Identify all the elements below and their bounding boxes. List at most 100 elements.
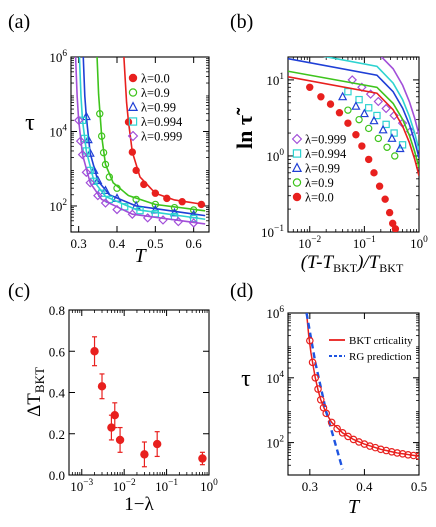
data-point bbox=[415, 452, 419, 461]
data-point bbox=[151, 189, 160, 197]
data-point bbox=[409, 451, 418, 460]
tick-base: 10 bbox=[113, 479, 126, 494]
series-group-d bbox=[305, 313, 419, 470]
series-group-a bbox=[73, 57, 206, 228]
data-point bbox=[105, 173, 114, 181]
tick-base: 10 bbox=[266, 306, 279, 321]
tick-base: 10 bbox=[49, 50, 62, 65]
data-point bbox=[308, 358, 317, 367]
data-point bbox=[338, 429, 347, 437]
legend-marker bbox=[127, 130, 139, 142]
legend-marker bbox=[128, 88, 138, 97]
fit-line bbox=[322, 57, 419, 151]
data-point bbox=[188, 218, 199, 228]
legend-label: λ=0.0 bbox=[305, 191, 334, 205]
data-point bbox=[136, 206, 144, 215]
panel-a: (a) 0.3 0.4 0.5 0.6102104106Tτλ=0.0λ=0.9λ=0… bbox=[8, 11, 210, 267]
data-point bbox=[322, 409, 331, 418]
y-tick-label: 102 bbox=[49, 198, 67, 214]
legend-label: λ=0.9 bbox=[141, 86, 170, 100]
legend-label: BKT crticality bbox=[349, 335, 413, 347]
y-axis-label-subscript: BKT bbox=[32, 367, 47, 393]
y-axis-label: ln τ̃ bbox=[232, 107, 257, 149]
data-point bbox=[317, 93, 325, 101]
data-point bbox=[189, 206, 198, 214]
data-point bbox=[381, 195, 389, 203]
data-point bbox=[378, 124, 388, 134]
data-point bbox=[314, 385, 322, 393]
x-axis-label: T bbox=[348, 496, 361, 518]
plot-frame bbox=[287, 56, 420, 233]
legend-marker bbox=[291, 162, 303, 172]
data-point bbox=[390, 129, 398, 137]
legend-label: λ=0.99 bbox=[305, 162, 340, 176]
x-tick-label: 0.6 bbox=[186, 236, 203, 251]
y-tick-label: 104 bbox=[49, 123, 67, 139]
y-tick-label: 0.4 bbox=[49, 386, 66, 401]
fit-line bbox=[78, 57, 206, 221]
x-axis-label-part: )/T bbox=[356, 252, 381, 273]
panel-d-label: (d) bbox=[230, 280, 253, 302]
data-point bbox=[370, 169, 378, 177]
data-point bbox=[347, 75, 357, 85]
x-tick-label: 10−2 bbox=[298, 235, 321, 251]
legend-label: λ=0.999 bbox=[305, 133, 346, 147]
y-tick-label: 102 bbox=[266, 435, 284, 451]
fit-line bbox=[288, 57, 419, 158]
tick-exponent: −1 bbox=[168, 478, 178, 488]
data-point bbox=[366, 442, 374, 450]
x-axis-label-subscript: BKT bbox=[379, 261, 404, 275]
legend-marker bbox=[291, 133, 303, 145]
data-point bbox=[140, 450, 149, 459]
data-point bbox=[163, 194, 171, 203]
y-tick-label: 101 bbox=[266, 72, 284, 88]
data-point bbox=[132, 166, 140, 175]
legend-marker bbox=[292, 192, 302, 202]
tick-exponent: 4 bbox=[62, 123, 67, 133]
series-group-b bbox=[288, 57, 419, 232]
data-point bbox=[158, 215, 168, 225]
y-tick-label: 100 bbox=[266, 148, 284, 164]
fit-line bbox=[288, 75, 419, 176]
data-point bbox=[344, 87, 352, 96]
data-point bbox=[376, 445, 385, 454]
series-4 bbox=[288, 70, 419, 168]
tick-base: 10 bbox=[200, 479, 213, 494]
x-tick-label: 0.5 bbox=[147, 236, 163, 251]
tick-base: 10 bbox=[266, 149, 279, 164]
x-tick-label: 0.4 bbox=[356, 479, 373, 494]
tick-exponent: −1 bbox=[366, 235, 376, 245]
data-point bbox=[100, 198, 111, 208]
data-point bbox=[364, 124, 373, 133]
data-point bbox=[124, 118, 133, 126]
legend-label: RG prediction bbox=[349, 351, 412, 363]
data-point bbox=[85, 178, 95, 188]
data-point bbox=[316, 395, 325, 404]
x-tick-label: 0.5 bbox=[411, 479, 427, 494]
tick-base: 10 bbox=[353, 236, 366, 251]
series-2 bbox=[322, 57, 419, 151]
data-point bbox=[359, 108, 369, 118]
tick-exponent: 0 bbox=[213, 478, 218, 488]
x-tick-label: 0.4 bbox=[109, 236, 126, 251]
data-point bbox=[178, 198, 186, 206]
tick-exponent: 0 bbox=[423, 235, 428, 245]
data-point bbox=[77, 149, 88, 160]
x-axis-label-subscript: BKT bbox=[333, 261, 358, 275]
legend-marker bbox=[127, 101, 139, 112]
data-point bbox=[97, 132, 106, 140]
data-point bbox=[113, 184, 121, 192]
x-axis-label: 1−λ bbox=[124, 494, 154, 515]
data-point bbox=[115, 435, 125, 445]
legend-label: λ=0.994 bbox=[305, 147, 347, 161]
tick-exponent: −2 bbox=[311, 235, 321, 245]
panel-b: (b) 10−2 10−1 10010−1100101(T-TBKT)/TBKTln… bbox=[230, 11, 428, 275]
data-point bbox=[382, 446, 391, 455]
data-point bbox=[398, 450, 407, 458]
data-point bbox=[96, 110, 104, 118]
data-point bbox=[81, 167, 92, 178]
data-point bbox=[90, 347, 99, 356]
